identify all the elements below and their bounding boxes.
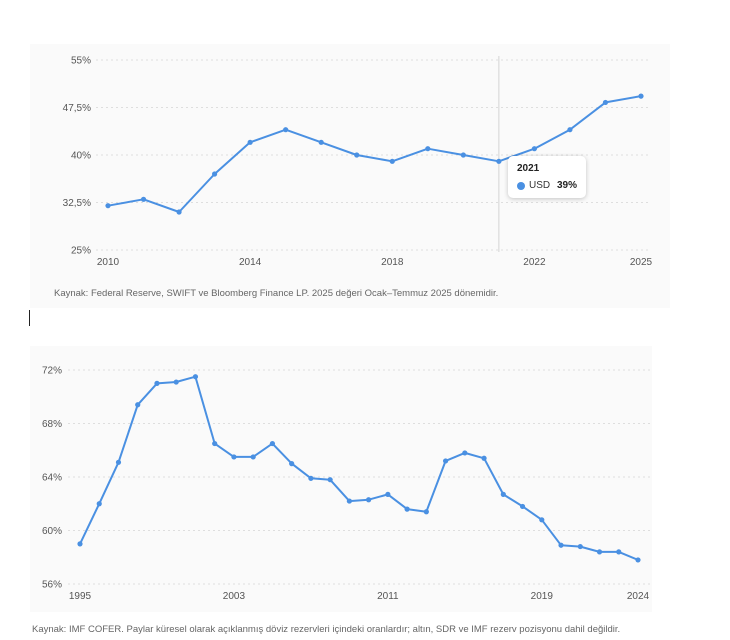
- data-point: [247, 139, 253, 145]
- data-point: [519, 503, 526, 510]
- data-point: [442, 458, 449, 464]
- data-point: [531, 146, 538, 152]
- data-point: [366, 497, 372, 503]
- data-point: [289, 461, 295, 467]
- data-point: [231, 454, 237, 460]
- y-tick-label: 47,5%: [63, 103, 91, 114]
- y-tick-label: 72%: [42, 366, 62, 377]
- data-point: [460, 152, 466, 158]
- source-note-1: Kaynak: Federal Reserve, SWIFT ve Bloomb…: [54, 288, 499, 299]
- data-point: [539, 517, 545, 523]
- x-tick-label: 2003: [223, 591, 246, 602]
- data-point: [77, 541, 83, 547]
- data-point: [212, 171, 218, 177]
- hover-tooltip: 2021 USD 39%: [508, 156, 586, 198]
- data-point: [638, 93, 644, 99]
- data-point: [496, 158, 502, 164]
- tooltip-series-name: USD: [529, 180, 551, 191]
- x-tick-label: 2022: [523, 257, 546, 268]
- data-point: [389, 158, 395, 164]
- y-tick-label: 56%: [42, 580, 62, 591]
- data-point: [558, 542, 564, 548]
- data-point: [567, 127, 573, 133]
- series-line: [79, 375, 639, 561]
- data-point: [385, 491, 391, 497]
- data-point: [154, 380, 160, 386]
- x-tick-label: 2024: [627, 591, 650, 602]
- data-point: [212, 440, 218, 447]
- data-point: [635, 557, 641, 563]
- data-point: [173, 379, 179, 385]
- y-tick-label: 60%: [42, 526, 62, 537]
- x-tick-label: 1995: [69, 591, 92, 602]
- tooltip-series-value: 39%: [557, 180, 578, 191]
- y-tick-label: 25%: [71, 246, 91, 257]
- data-point: [596, 549, 603, 555]
- data-point: [105, 203, 111, 209]
- x-tick-label: 2018: [381, 257, 404, 268]
- x-tick-label: 2010: [97, 257, 120, 268]
- data-point: [462, 450, 468, 456]
- data-point: [192, 374, 199, 380]
- data-point: [135, 402, 141, 408]
- x-tick-label: 2019: [531, 591, 554, 602]
- data-point: [140, 196, 147, 202]
- data-point: [500, 491, 506, 497]
- data-point: [318, 139, 324, 145]
- data-point: [354, 152, 360, 158]
- y-tick-label: 32,5%: [63, 198, 91, 209]
- x-tick-label: 2011: [377, 591, 399, 602]
- data-point: [176, 209, 182, 215]
- data-point: [423, 509, 429, 515]
- source-note-2: Kaynak: IMF COFER. Paylar küresel olarak…: [32, 624, 621, 635]
- chart-panel-reserve-share: [30, 346, 652, 612]
- data-point: [346, 498, 352, 504]
- data-point: [481, 455, 487, 461]
- data-point: [616, 549, 622, 555]
- tooltip-series-dot-icon: [517, 182, 525, 190]
- data-point: [602, 99, 609, 106]
- y-tick-label: 40%: [71, 151, 91, 162]
- data-point: [577, 543, 583, 550]
- text-cursor-icon: [29, 310, 30, 326]
- data-point: [269, 440, 276, 447]
- series-line: [107, 95, 642, 213]
- y-tick-label: 68%: [42, 419, 62, 430]
- data-point: [425, 146, 431, 152]
- tooltip-title: 2021: [517, 163, 540, 174]
- data-point: [115, 459, 122, 465]
- x-tick-label: 2014: [239, 257, 262, 268]
- data-point: [404, 506, 410, 512]
- y-tick-label: 64%: [42, 473, 62, 484]
- data-point: [308, 475, 314, 481]
- y-tick-label: 55%: [71, 56, 91, 67]
- data-point: [250, 454, 256, 460]
- data-point: [327, 477, 333, 483]
- x-tick-label: 2025: [630, 257, 653, 268]
- data-point: [283, 127, 289, 133]
- data-point: [96, 501, 102, 507]
